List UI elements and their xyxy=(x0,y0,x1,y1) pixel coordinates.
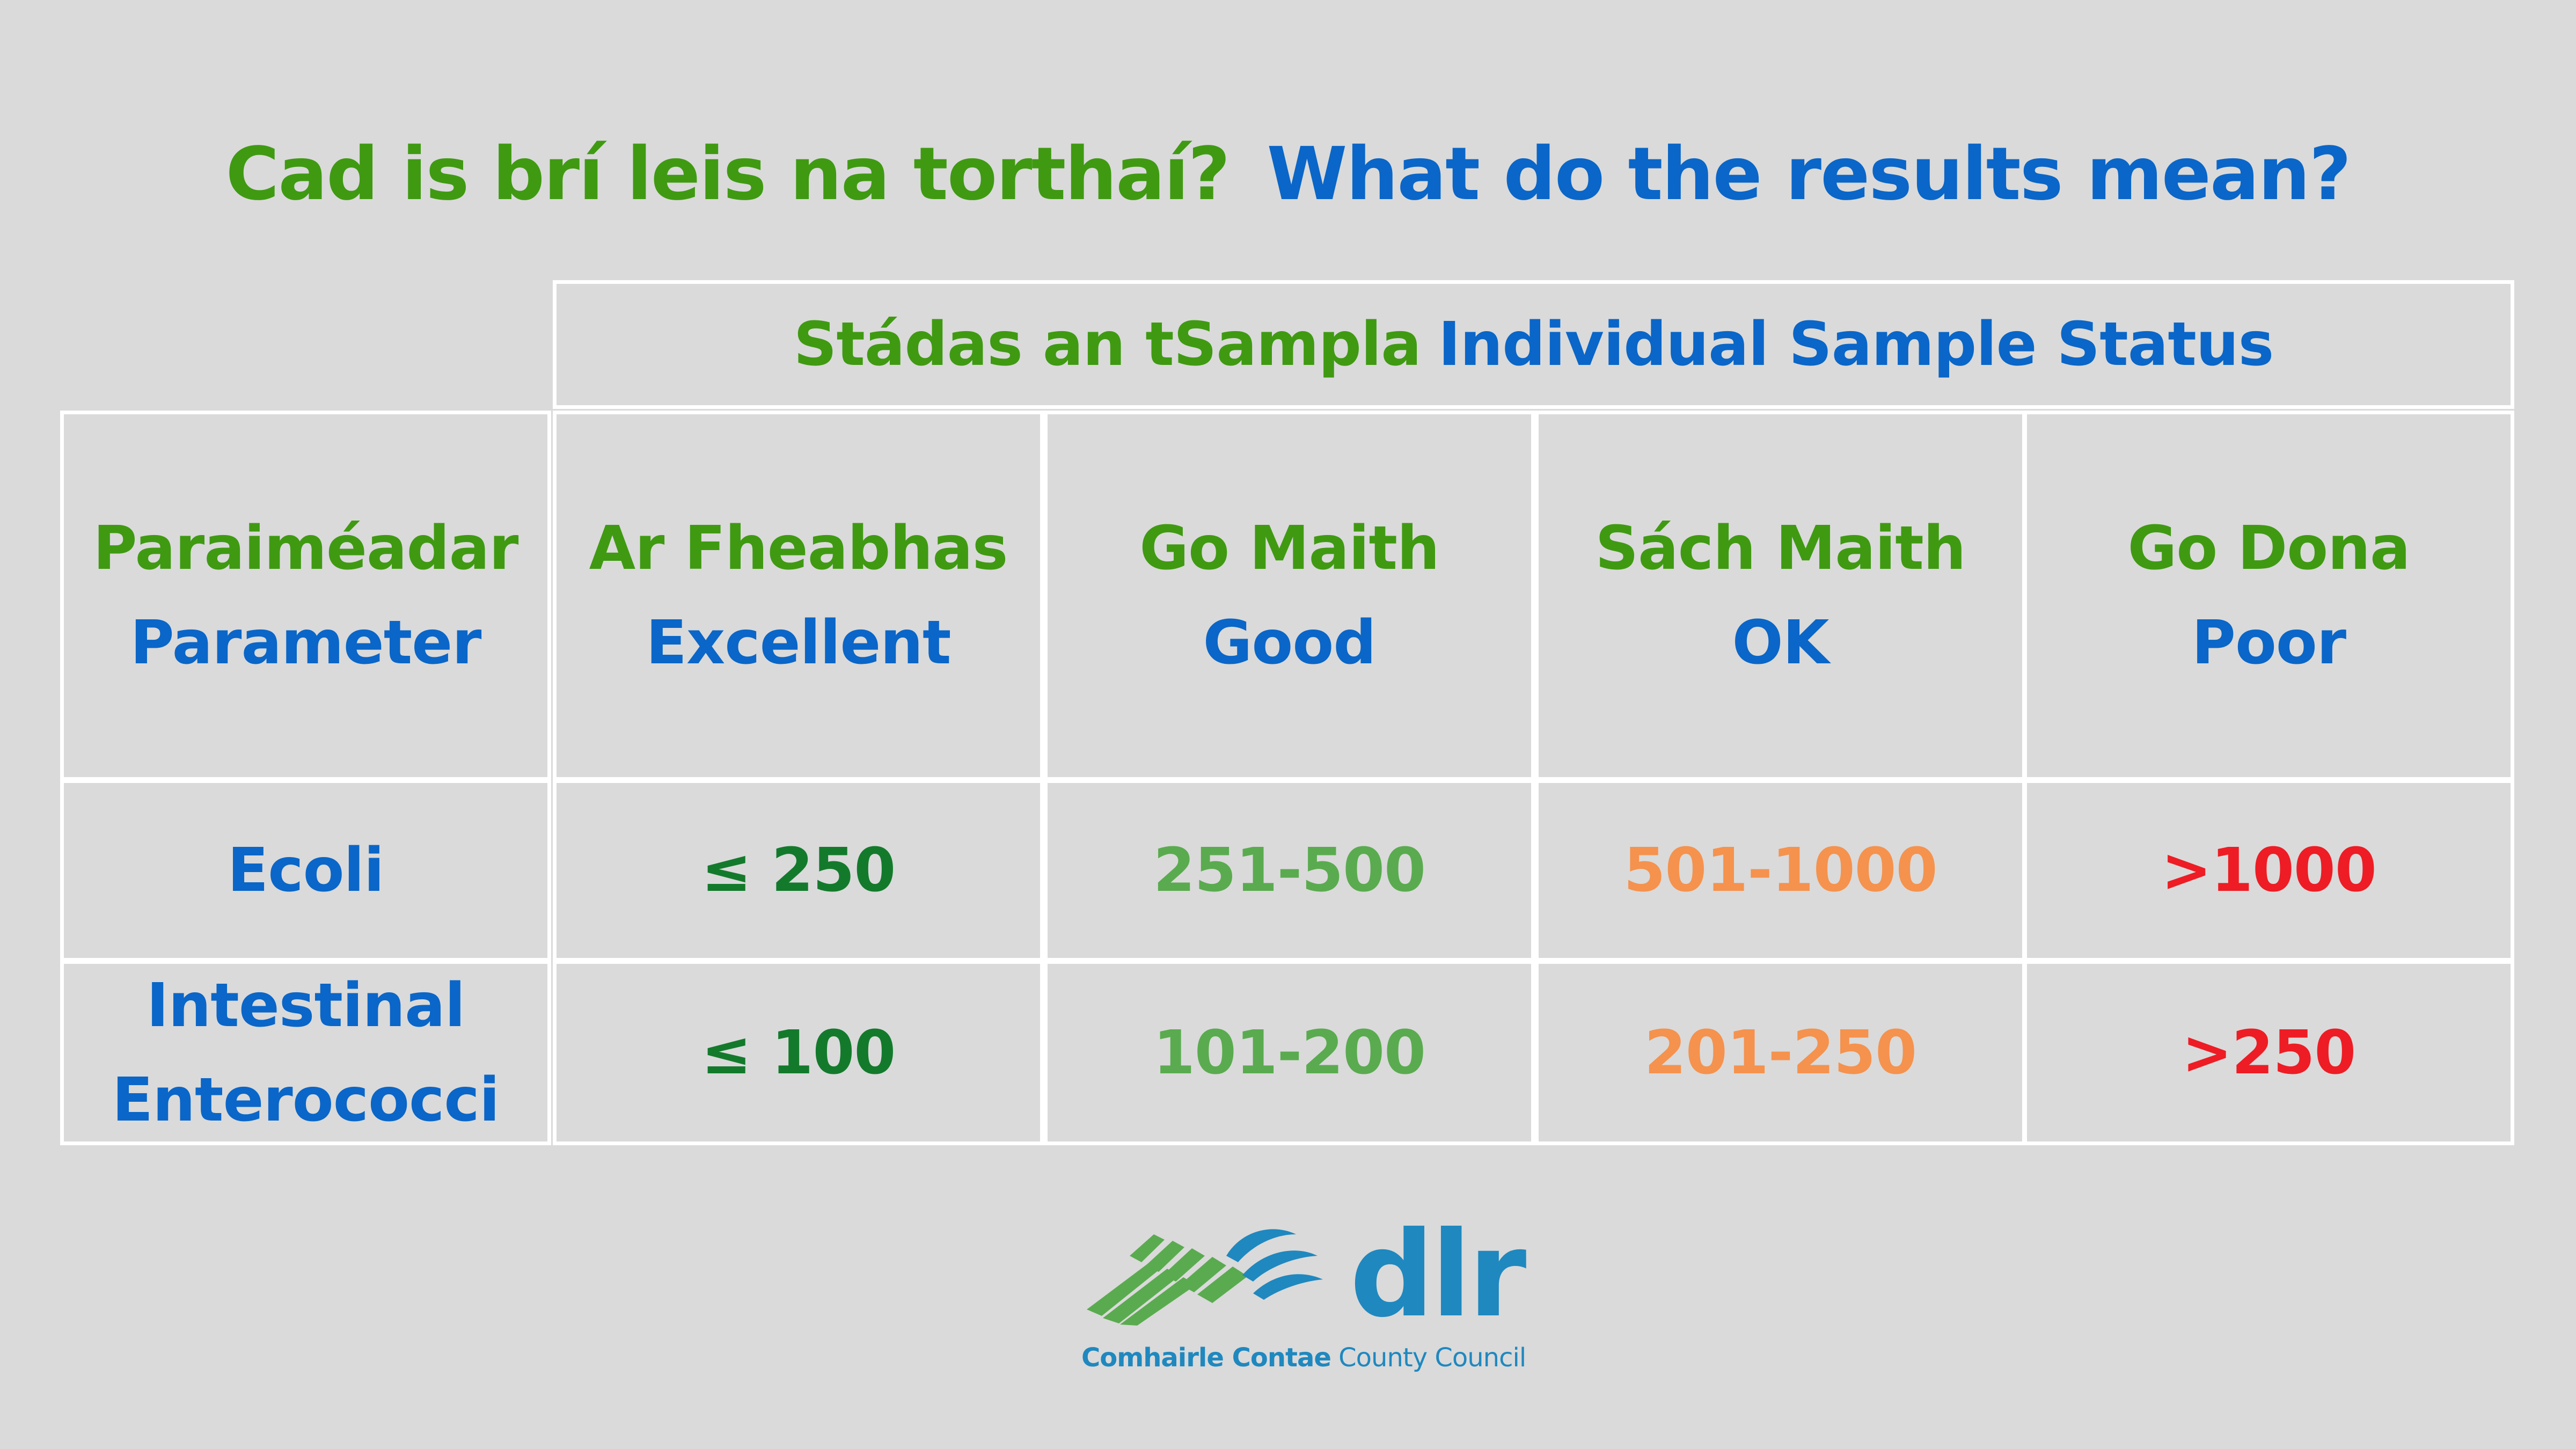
value-cell-poor: >250 xyxy=(2023,960,2514,1145)
page-title: Cad is brí leis na torthaí? What do the r… xyxy=(0,126,2576,223)
value-cell-ok: 501-1000 xyxy=(1535,779,2026,962)
title-irish: Cad is brí leis na torthaí? xyxy=(225,132,1231,217)
column-header-excellent: Ar Fheabhas Excellent xyxy=(553,411,1044,781)
column-header-poor: Go Dona Poor xyxy=(2023,411,2514,781)
dlr-wave-emblem-icon xyxy=(1087,1229,1323,1326)
logo-subtitle: Comhairle Contae County Council xyxy=(1081,1343,1526,1373)
dlr-wordmark: dlr xyxy=(1350,1206,1526,1343)
parameter-label: Ecoli xyxy=(227,836,385,905)
column-header-irish: Go Maith xyxy=(1139,514,1440,583)
value-cell-poor: >1000 xyxy=(2023,779,2514,962)
column-header-english: Excellent xyxy=(646,608,951,678)
title-english: What do the results mean? xyxy=(1267,132,2351,217)
sample-status-header: Stádas an tSampla Individual Sample Statu… xyxy=(553,280,2514,409)
column-header-good: Go Maith Good xyxy=(1044,411,1535,781)
column-header-english: OK xyxy=(1732,608,1829,678)
column-header-irish: Paraiméadar xyxy=(93,514,518,583)
status-header-irish: Stádas an tSampla xyxy=(793,310,1422,379)
value-cell-good: 251-500 xyxy=(1044,779,1535,962)
value-cell-excellent: ≤ 100 xyxy=(553,960,1044,1145)
column-header-parameter: Paraiméadar Parameter xyxy=(60,411,551,781)
column-header-irish: Go Dona xyxy=(2127,514,2410,583)
column-header-irish: Ar Fheabhas xyxy=(589,514,1008,583)
value-cell-ok: 201-250 xyxy=(1535,960,2026,1145)
parameter-cell-enterococci: Intestinal Enterococci xyxy=(60,960,551,1145)
logo-subtitle-irish: Comhairle Contae xyxy=(1081,1343,1331,1373)
value-cell-excellent: ≤ 250 xyxy=(553,779,1044,962)
column-header-english: Parameter xyxy=(130,608,482,678)
parameter-cell-ecoli: Ecoli xyxy=(60,779,551,962)
dlr-logo: dlr Comhairle Contae County Council xyxy=(1081,1210,1526,1390)
value-cell-good: 101-200 xyxy=(1044,960,1535,1145)
parameter-label-line2: Enterococci xyxy=(112,1065,500,1135)
status-header-english: Individual Sample Status xyxy=(1438,310,2274,379)
column-header-english: Good xyxy=(1203,608,1377,678)
parameter-label-line1: Intestinal xyxy=(146,970,465,1041)
column-header-english: Poor xyxy=(2191,608,2346,678)
logo-subtitle-english: County Council xyxy=(1338,1343,1526,1373)
column-header-irish: Sách Maith xyxy=(1595,514,1966,583)
column-header-ok: Sách Maith OK xyxy=(1535,411,2026,781)
